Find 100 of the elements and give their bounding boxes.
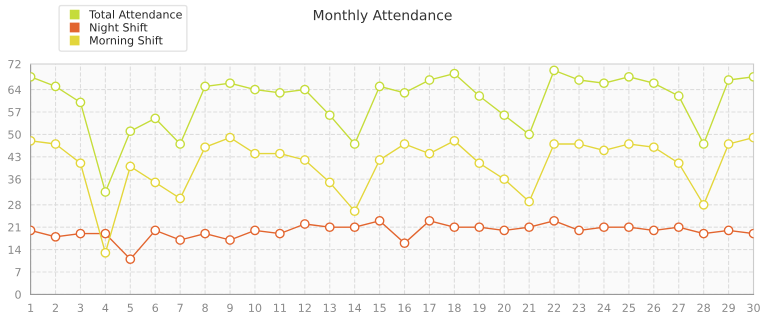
point: [574, 226, 584, 236]
point: [724, 226, 734, 236]
point: [275, 228, 285, 238]
point: [175, 235, 186, 245]
point: [474, 91, 484, 101]
chart-title: Monthly Attendance: [314, 10, 452, 24]
point: [648, 142, 659, 152]
point: [524, 130, 534, 140]
point: [674, 222, 684, 232]
point: [50, 82, 60, 92]
y-tick-label: 7: [15, 268, 21, 276]
point: [275, 88, 285, 98]
point: [648, 226, 659, 236]
point: [175, 139, 186, 149]
point: [674, 158, 684, 168]
y-tick-label: 43: [8, 152, 21, 162]
y-tick-label: 36: [8, 175, 21, 184]
point: [499, 110, 510, 120]
point: [599, 146, 609, 156]
point: [76, 228, 86, 238]
point: [300, 84, 310, 94]
point: [674, 91, 684, 101]
point: [50, 139, 60, 149]
point: [574, 75, 584, 85]
point: [698, 228, 709, 238]
x-tick-label: 14: [348, 304, 362, 312]
point: [724, 139, 734, 149]
point: [125, 162, 136, 172]
x-tick-label: 30: [747, 304, 760, 312]
y-tick-label: 64: [8, 86, 21, 94]
x-tick-label: 7: [178, 304, 183, 312]
point: [350, 222, 360, 232]
point: [400, 88, 410, 98]
point: [549, 216, 559, 226]
point: [424, 75, 434, 85]
point: [250, 148, 260, 158]
point: [400, 139, 410, 149]
x-tick-label: 24: [598, 304, 610, 312]
x-tick-label: 19: [473, 304, 486, 312]
y-tick-label: 14: [8, 246, 21, 254]
point: [624, 222, 634, 232]
point: [200, 228, 210, 238]
legend-label: Total Attendance: [89, 10, 182, 19]
point: [350, 206, 360, 216]
point: [100, 187, 110, 197]
point: [225, 78, 235, 88]
x-tick-label: 1: [28, 304, 34, 312]
y-tick-label: 21: [8, 223, 21, 232]
point: [499, 226, 510, 236]
point: [76, 98, 86, 108]
point: [250, 84, 260, 94]
point: [76, 158, 86, 168]
x-tick-label: 23: [572, 304, 586, 312]
x-tick-label: 26: [648, 304, 660, 312]
point: [324, 178, 335, 188]
x-tick-label: 18: [448, 304, 461, 312]
point: [450, 68, 460, 78]
point: [350, 139, 360, 149]
x-tick-label: 22: [548, 304, 560, 312]
x-tick-label: 6: [152, 304, 158, 312]
point: [424, 216, 434, 226]
point: [175, 194, 186, 204]
point: [524, 222, 534, 232]
point: [150, 178, 160, 188]
point: [574, 139, 584, 149]
x-tick-label: 4: [102, 304, 108, 312]
point: [275, 148, 285, 158]
point: [125, 254, 136, 264]
x-tick-label: 2: [52, 304, 58, 312]
x-tick-label: 15: [374, 304, 386, 312]
x-tick-label: 16: [398, 304, 411, 312]
point: [300, 155, 310, 165]
point: [474, 222, 484, 232]
point: [724, 75, 734, 85]
point: [424, 148, 434, 158]
x-tick-label: 17: [424, 304, 436, 312]
point: [200, 142, 210, 152]
point: [698, 200, 709, 210]
point: [400, 238, 410, 248]
point: [300, 219, 310, 229]
point: [450, 222, 460, 232]
point: [100, 248, 110, 258]
x-tick-label: 25: [622, 304, 635, 312]
point: [150, 226, 160, 236]
point: [374, 155, 384, 165]
point: [250, 226, 260, 236]
point: [225, 132, 235, 142]
x-tick-label: 28: [697, 304, 710, 312]
x-tick-label: 20: [498, 304, 511, 312]
point: [549, 139, 559, 149]
point: [50, 232, 60, 242]
point: [474, 158, 484, 168]
point: [225, 235, 235, 245]
y-tick-label: 0: [15, 290, 21, 299]
y-tick-label: 28: [8, 200, 21, 210]
point: [450, 136, 460, 146]
point: [150, 114, 160, 124]
point: [624, 72, 634, 82]
y-tick-label: 57: [8, 108, 21, 116]
x-tick-label: 3: [78, 304, 84, 312]
